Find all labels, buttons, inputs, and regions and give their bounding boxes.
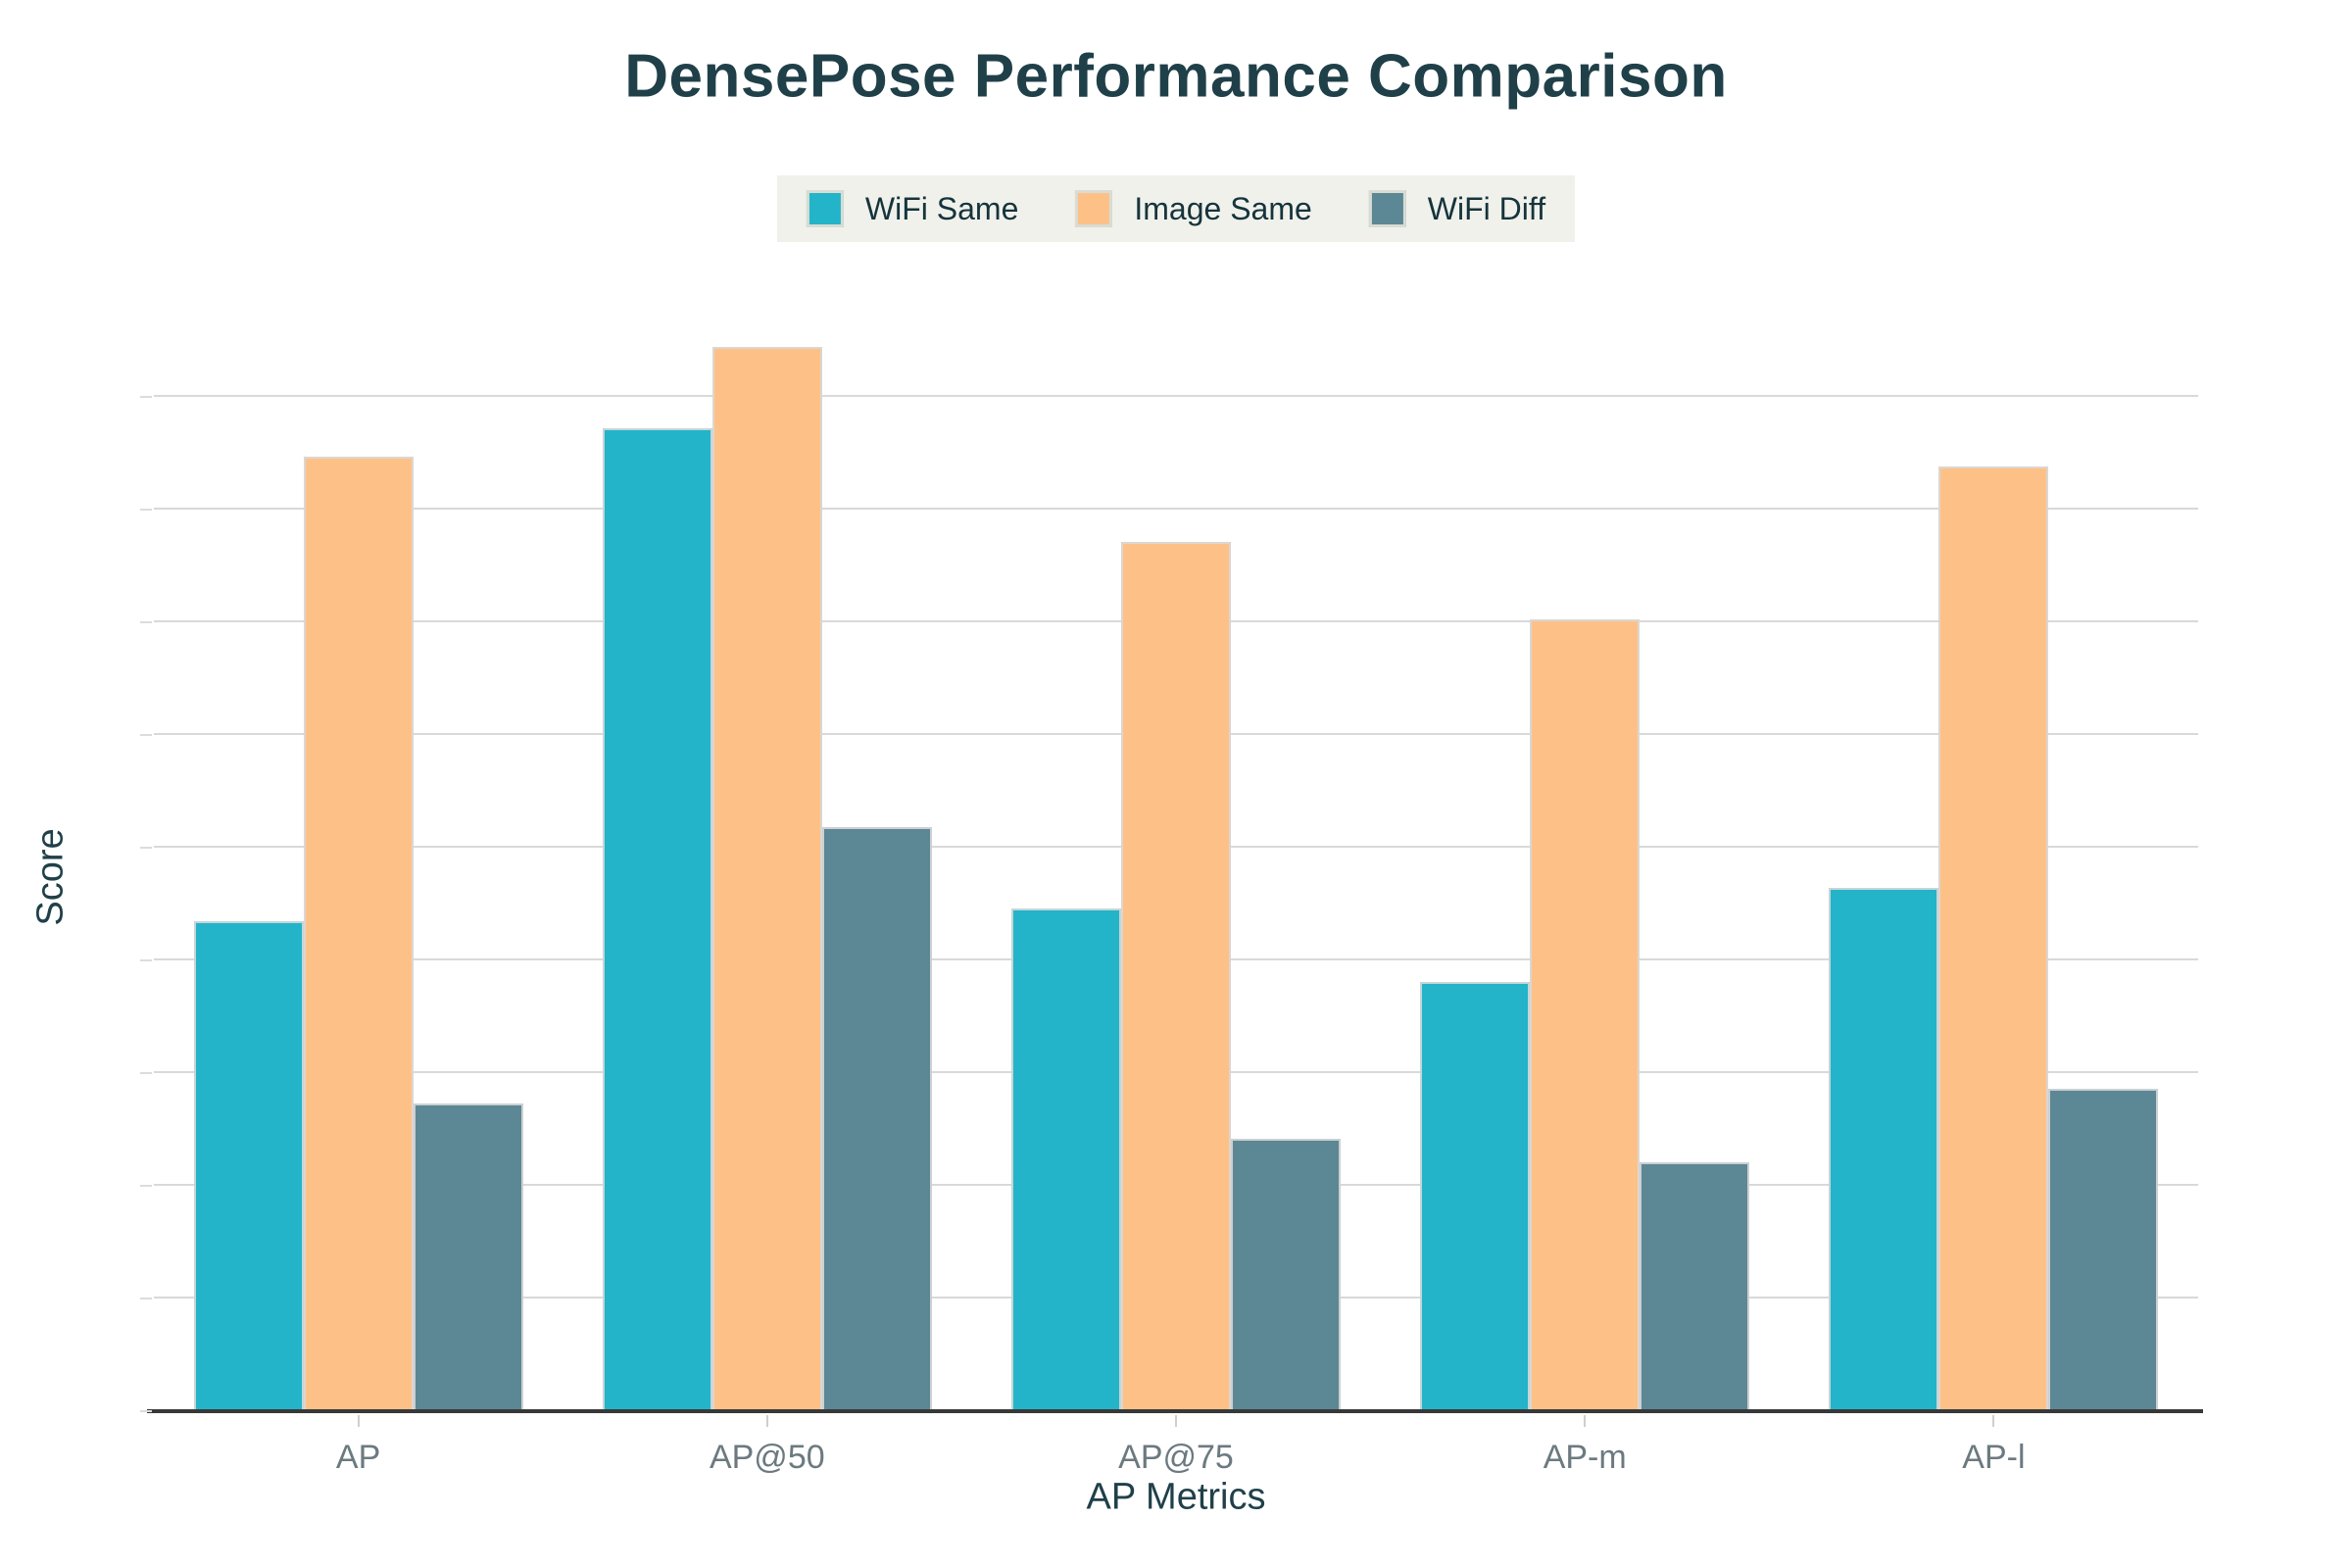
y-tick-mark <box>140 847 152 849</box>
y-tick-mark <box>140 1298 152 1299</box>
legend-item-image-same[interactable]: Image Same <box>1075 190 1312 227</box>
bar-image-same-ap <box>303 456 414 1411</box>
legend-label: WiFi Diff <box>1427 190 1546 226</box>
bar-wifi-diff-ap <box>413 1103 523 1411</box>
y-tick-mark <box>140 509 152 511</box>
bar-wifi-same-ap-75 <box>1011 908 1121 1411</box>
y-tick-mark <box>140 1185 152 1187</box>
x-tick-mark <box>765 1415 768 1427</box>
legend-swatch-image-same <box>1075 190 1113 227</box>
bar-wifi-same-ap <box>193 920 304 1411</box>
legend-label: WiFi Same <box>864 190 1019 226</box>
x-tick-mark <box>1175 1415 1177 1427</box>
y-tick-mark <box>140 734 152 736</box>
x-tick-mark <box>357 1415 360 1427</box>
y-tick-mark <box>140 396 152 398</box>
gridline-y-80 <box>154 508 2198 510</box>
legend: WiFi Same Image Same WiFi Diff <box>776 175 1576 242</box>
bar-group-ap-m <box>1420 343 1750 1411</box>
bar-wifi-diff-ap-m <box>1640 1161 1750 1411</box>
x-tick-mark <box>1992 1415 1995 1427</box>
plot-area <box>154 343 2198 1411</box>
x-category-label-ap-50: AP@50 <box>709 1439 825 1476</box>
legend-swatch-wifi-diff <box>1368 190 1406 227</box>
legend-label: Image Same <box>1134 190 1312 226</box>
x-category-label-ap-75: AP@75 <box>1118 1439 1234 1476</box>
bar-group-ap-75 <box>1011 343 1341 1411</box>
bar-wifi-same-ap-m <box>1420 981 1531 1411</box>
bar-wifi-same-ap-50 <box>602 428 712 1411</box>
bar-wifi-diff-ap-75 <box>1231 1138 1341 1411</box>
y-axis-title: Score <box>29 828 72 926</box>
bar-group-ap-l <box>1829 343 2159 1411</box>
legend-swatch-wifi-same <box>806 190 844 227</box>
bar-image-same-ap-50 <box>711 347 822 1411</box>
legend-item-wifi-diff[interactable]: WiFi Diff <box>1368 190 1546 227</box>
bar-group-ap <box>193 343 523 1411</box>
y-tick-mark <box>140 959 152 961</box>
gridline-y-90 <box>154 395 2198 397</box>
bar-image-same-ap-75 <box>1121 542 1231 1411</box>
x-category-label-ap-l: AP-l <box>1962 1439 2026 1476</box>
bar-group-ap-50 <box>602 343 932 1411</box>
y-tick-mark <box>140 1410 152 1412</box>
bar-wifi-diff-ap-50 <box>821 827 932 1411</box>
y-tick-mark <box>140 621 152 623</box>
bar-wifi-same-ap-l <box>1829 888 1939 1411</box>
y-tick-mark <box>140 1072 152 1074</box>
chart-title: DensePose Performance Comparison <box>624 42 1728 111</box>
x-category-label-ap: AP <box>335 1439 381 1476</box>
bar-image-same-ap-m <box>1530 618 1641 1411</box>
x-axis-line <box>147 1409 2203 1413</box>
x-tick-mark <box>1584 1415 1587 1427</box>
x-category-label-ap-m: AP-m <box>1543 1439 1627 1476</box>
bar-image-same-ap-l <box>1938 466 2049 1411</box>
bar-wifi-diff-ap-l <box>2048 1089 2159 1411</box>
legend-item-wifi-same[interactable]: WiFi Same <box>806 190 1019 227</box>
x-axis-title: AP Metrics <box>1086 1476 1266 1518</box>
